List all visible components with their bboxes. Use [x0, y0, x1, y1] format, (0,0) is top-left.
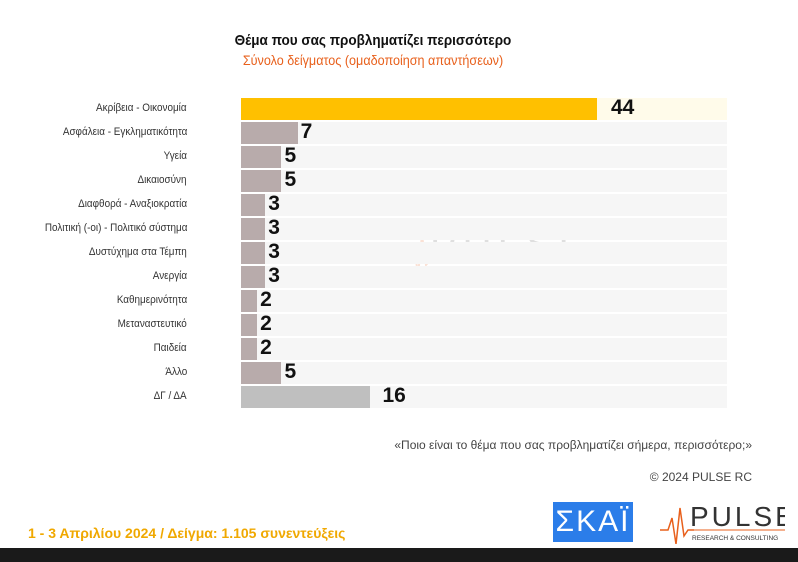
skai-logo: ΣΚΑΪ — [553, 502, 633, 542]
data-label: 3 — [268, 264, 280, 287]
bar — [241, 146, 282, 168]
data-label: 5 — [284, 144, 297, 167]
bar-background — [241, 218, 727, 240]
bar-background — [241, 266, 727, 288]
category-label: Ακρίβεια - Οικονομία — [96, 102, 187, 114]
data-label: 3 — [268, 216, 280, 239]
bar — [241, 170, 282, 192]
data-label: 2 — [260, 312, 272, 335]
bar-background — [241, 194, 727, 216]
bar-background — [241, 122, 727, 144]
chart-subtitle: Σύνολο δείγματος (ομαδοποίηση απαντήσεων… — [242, 52, 504, 68]
bar — [241, 194, 266, 216]
copyright: © 2024 PULSE RC — [649, 470, 752, 484]
category-label: Μεταναστευτικό — [117, 318, 187, 330]
category-label: Πολιτική (-οι) - Πολιτικό σύστημα — [44, 222, 187, 234]
category-label: Υγεία — [163, 150, 187, 162]
bar — [241, 266, 266, 288]
bar — [241, 362, 282, 384]
category-label: Καθημερινότητα — [116, 294, 187, 306]
category-label: Δικαιοσύνη — [137, 174, 187, 186]
data-label: 7 — [300, 120, 313, 143]
bar — [241, 122, 298, 144]
bar-background — [241, 146, 727, 168]
category-label: Άλλο — [165, 366, 187, 378]
category-label: Διαφθορά - Αναξιοκρατία — [78, 198, 187, 210]
chart-title: Θέμα που σας προβληματίζει περισσότερο — [234, 32, 512, 49]
pulse-logo: PULSE RESEARCH & CONSULTING — [660, 501, 785, 544]
data-label: 2 — [260, 336, 272, 359]
bar — [241, 98, 597, 120]
bar — [241, 386, 371, 408]
bar-background — [241, 362, 727, 384]
data-label: 16 — [382, 384, 406, 407]
category-label: ΔΓ / ΔΑ — [154, 390, 187, 402]
bar — [241, 314, 258, 336]
bar — [241, 218, 266, 240]
bar-background — [241, 290, 727, 312]
question-text: «Ποιο είναι το θέμα που σας προβληματίζε… — [394, 438, 752, 452]
svg-text:PULSE: PULSE — [690, 501, 785, 532]
category-label: Ασφάλεια - Εγκληματικότητα — [62, 126, 187, 138]
bar — [241, 242, 266, 264]
bar-background — [241, 314, 727, 336]
bar-background — [241, 338, 727, 360]
data-label: 3 — [268, 240, 280, 263]
data-label: 44 — [611, 96, 635, 119]
bar — [241, 290, 258, 312]
data-label: 2 — [260, 288, 272, 311]
survey-info: 1 - 3 Απριλίου 2024 / Δείγμα: 1.105 συνε… — [28, 525, 346, 541]
category-label: Παιδεία — [154, 342, 187, 354]
bottom-bar — [0, 548, 798, 562]
category-label: Δυστύχημα στα Τέμπη — [89, 246, 187, 258]
data-label: 5 — [284, 168, 297, 191]
svg-text:RESEARCH & CONSULTING: RESEARCH & CONSULTING — [692, 535, 778, 542]
bar-background — [241, 170, 727, 192]
data-label: 3 — [268, 192, 280, 215]
bar — [241, 338, 258, 360]
bar-background — [241, 242, 727, 264]
data-label: 5 — [284, 360, 297, 383]
category-label: Ανεργία — [152, 270, 187, 282]
